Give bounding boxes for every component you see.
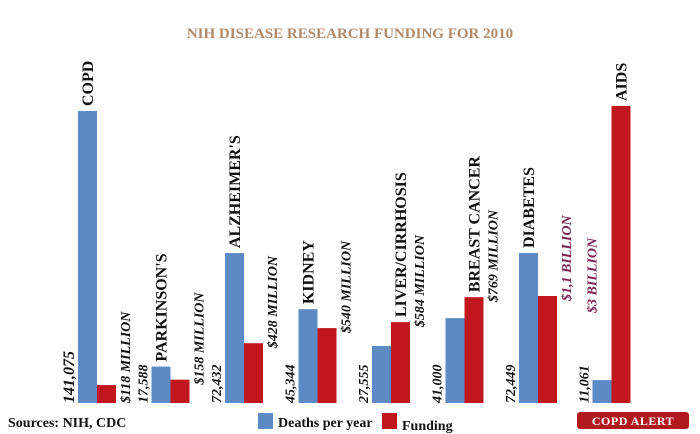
category-label-7: AIDS (613, 63, 630, 101)
legend-label-funding: Funding (402, 419, 453, 434)
category-label-6: DIABETES (521, 167, 538, 248)
category-label-4: LIVER/CIRRHOSIS (393, 172, 410, 317)
bar-funding-4 (391, 322, 410, 403)
bar-funding-7 (612, 106, 631, 403)
funding-label-5: $769 MILLION (487, 209, 502, 303)
deaths-label-6: 72,449 (504, 365, 519, 404)
deaths-label-5: 41,000 (431, 365, 446, 405)
legend-label-deaths: Deaths per year (278, 416, 373, 431)
deaths-label-4: 27,555 (357, 365, 372, 405)
category-label-0: COPD (80, 61, 97, 106)
bar-funding-6 (538, 296, 557, 403)
category-label-5: BREAST CANCER (466, 156, 483, 293)
deaths-label-2: 72,432 (210, 365, 225, 404)
legend-swatch-funding (382, 413, 397, 429)
funding-label-0: $118 MILLION (119, 311, 134, 404)
deaths-label-7: 11,061 (578, 365, 593, 403)
bar-funding-0 (97, 385, 116, 403)
bar-deaths-1 (152, 367, 171, 403)
brand-logo: COPD ALERT (577, 412, 689, 429)
deaths-label-0: 141,075 (61, 351, 78, 403)
sources-text: Sources: NIH, CDC (8, 416, 126, 431)
funding-label-7: $3 BILLION (586, 237, 601, 314)
deaths-label-1: 17,588 (137, 365, 152, 404)
brand-logo-text: COPD ALERT (592, 414, 674, 428)
bar-deaths-5 (446, 318, 465, 403)
bar-funding-1 (171, 380, 190, 403)
category-label-1: PARKINSON'S (153, 253, 170, 361)
funding-label-4: $584 MILLION (413, 234, 428, 328)
bar-deaths-0 (78, 111, 97, 403)
bar-deaths-4 (372, 346, 391, 403)
chart-title: NIH DISEASE RESEARCH FUNDING FOR 2010 (187, 26, 513, 42)
bar-deaths-6 (519, 253, 538, 403)
funding-label-2: $428 MILLION (266, 255, 281, 349)
bar-funding-3 (318, 328, 337, 403)
category-label-3: KIDNEY (300, 240, 317, 304)
deaths-label-3: 45,344 (284, 365, 299, 405)
legend-swatch-deaths (258, 413, 273, 429)
funding-label-6: $1,1 BILLION (560, 215, 575, 302)
bar-deaths-7 (593, 380, 612, 403)
bar-funding-5 (465, 297, 484, 403)
bar-deaths-3 (299, 309, 318, 403)
bar-deaths-2 (225, 253, 244, 403)
category-label-2: ALZHEIMER'S (227, 135, 244, 248)
funding-label-3: $540 MILLION (340, 240, 355, 334)
bar-funding-2 (244, 343, 263, 403)
funding-label-1: $158 MILLION (193, 292, 208, 386)
